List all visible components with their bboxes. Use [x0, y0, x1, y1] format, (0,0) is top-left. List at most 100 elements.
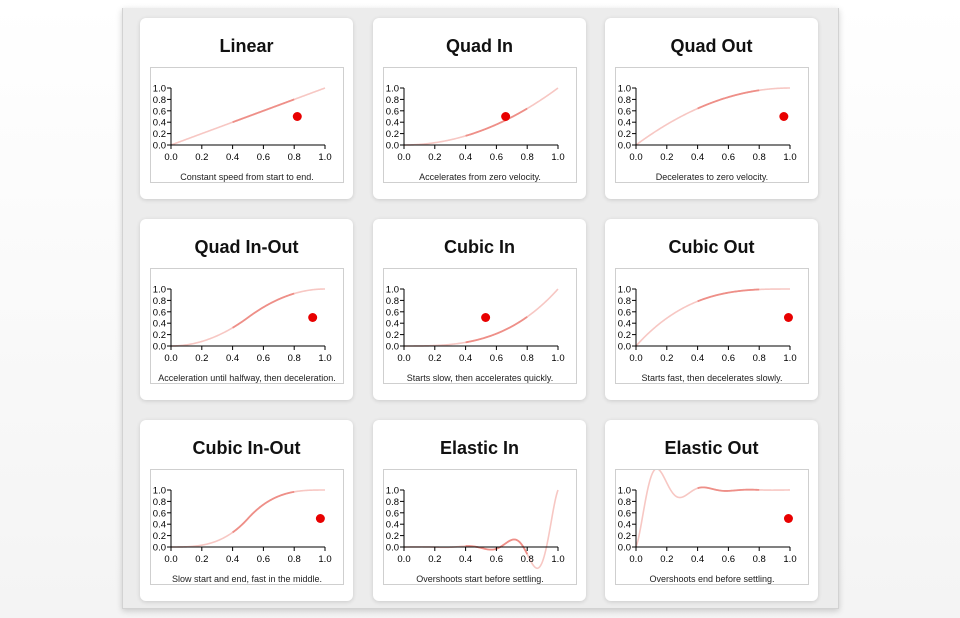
y-tick-label: 0.4: [618, 319, 631, 330]
easing-plot: 0.0 0.2 0.4 0.6 0.8 1.0 0.0 0.2 0.4 0.6 0.8 1.0 Sta…: [615, 268, 809, 384]
x-tick-label: 0.2: [660, 554, 673, 565]
x-tick-label: 0.0: [629, 353, 642, 364]
y-tick-label: 1.0: [153, 486, 166, 497]
x-tick-label: 0.6: [490, 554, 503, 565]
easing-card: Elastic Out 0.0 0.2 0.4 0.6 0.8 1.0 0.0 0.2 0.4 0…: [605, 420, 818, 601]
progress-dot: [481, 313, 491, 322]
easing-curve: [404, 288, 559, 347]
easing-chart: 0.0 0.2 0.4 0.6 0.8 1.00.00.20.40.60.81.0: [618, 470, 797, 565]
x-tick-label: 0.8: [753, 554, 766, 565]
x-tick-label: 0.6: [257, 554, 270, 565]
x-tick-label: 0.0: [397, 152, 410, 163]
easing-curve-highlight: [697, 89, 760, 110]
y-tick-label: 1.0: [386, 84, 399, 95]
easing-curve: [404, 87, 559, 146]
y-tick-label: 0.8: [618, 95, 631, 106]
y-tick-label: 0.4: [386, 520, 399, 531]
x-tick-label: 1.0: [783, 152, 796, 163]
easing-curve-highlight: [232, 98, 295, 124]
x-tick-label: 0.6: [722, 353, 735, 364]
y-tick-label: 0.8: [386, 95, 399, 106]
progress-dot: [308, 313, 318, 322]
y-tick-label: 1.0: [618, 84, 631, 95]
x-tick-label: 0.8: [521, 554, 534, 565]
card-title: Cubic In-Out: [192, 438, 301, 458]
y-tick-label: 1.0: [618, 486, 631, 497]
y-tick-label: 0.4: [386, 319, 399, 330]
x-tick-label: 0.4: [691, 554, 704, 565]
x-tick-label: 0.4: [459, 353, 472, 364]
y-tick-label: 0.2: [386, 129, 399, 140]
y-tick-label: 0.2: [153, 330, 166, 341]
easing-card: Cubic In-Out 0.0 0.2 0.4 0.6 0.8 1.0 0.0 0.2 0.4…: [140, 420, 353, 601]
x-tick-label: 0.4: [459, 554, 472, 565]
y-tick-label: 0.4: [618, 520, 631, 531]
x-tick-label: 1.0: [318, 554, 331, 565]
card-title: Cubic Out: [668, 237, 755, 257]
y-tick-label: 0.4: [153, 520, 166, 531]
x-tick-label: 0.0: [629, 554, 642, 565]
y-tick-label: 0.0: [618, 543, 631, 554]
x-tick-label: 0.6: [257, 152, 270, 163]
easing-plot: 0.0 0.2 0.4 0.6 0.8 1.0 0.0 0.2 0.4 0.6 0.8 1.0 Ove…: [383, 469, 577, 585]
progress-dot: [315, 514, 325, 523]
y-tick-label: 1.0: [386, 285, 399, 296]
easing-plot: 0.0 0.2 0.4 0.6 0.8 1.0 0.0 0.2 0.4 0.6 0.8 1.0 Slo…: [150, 469, 344, 585]
y-tick-label: 0.2: [153, 129, 166, 140]
y-tick-label: 0.6: [153, 307, 166, 318]
y-tick-label: 1.0: [386, 486, 399, 497]
x-tick-label: 0.2: [195, 554, 208, 565]
progress-dot: [779, 112, 789, 121]
y-tick-label: 0.8: [153, 296, 166, 307]
y-tick-label: 0.6: [386, 508, 399, 519]
x-tick-label: 0.2: [195, 353, 208, 364]
y-tick-label: 0.0: [386, 543, 399, 554]
x-tick-label: 0.6: [490, 353, 503, 364]
x-tick-label: 0.8: [288, 353, 301, 364]
card-description: Starts slow, then accelerates quickly.: [406, 373, 554, 383]
y-tick-label: 0.4: [386, 118, 399, 129]
y-tick-label: 0.0: [153, 141, 166, 152]
x-tick-label: 1.0: [783, 554, 796, 565]
easing-curve: [635, 288, 790, 347]
x-tick-label: 1.0: [783, 353, 796, 364]
x-tick-label: 1.0: [318, 152, 331, 163]
y-tick-label: 0.8: [153, 95, 166, 106]
y-tick-label: 0.0: [386, 342, 399, 353]
card-title: Quad In: [446, 36, 513, 56]
easing-chart: 0.0 0.2 0.4 0.6 0.8 1.00.00.20.40.60.81.0: [386, 285, 565, 365]
card-description: Accelerates from zero velocity.: [419, 172, 541, 182]
easing-plot: 0.0 0.2 0.4 0.6 0.8 1.0 0.0 0.2 0.4 0.6 0.8 1.0 Con…: [150, 67, 344, 183]
y-tick-label: 0.6: [618, 508, 631, 519]
easing-card: Cubic In 0.0 0.2 0.4 0.6 0.8 1.0 0.0 0.2 0.4 0.6 0…: [373, 219, 586, 400]
y-tick-label: 0.4: [618, 118, 631, 129]
progress-dot: [501, 112, 511, 121]
easing-card: Quad In 0.0 0.2 0.4 0.6 0.8 1.0 0.0 0.2 0.4 0.6 0.…: [373, 18, 586, 199]
easing-card: Quad Out 0.0 0.2 0.4 0.6 0.8 1.0 0.0 0.2 0.4 0.6 0…: [605, 18, 818, 199]
y-tick-label: 1.0: [618, 285, 631, 296]
x-tick-label: 0.8: [521, 152, 534, 163]
easing-chart: 0.0 0.2 0.4 0.6 0.8 1.00.00.20.40.60.81.0: [386, 84, 565, 164]
y-tick-label: 0.6: [618, 307, 631, 318]
x-tick-label: 0.2: [660, 353, 673, 364]
x-tick-label: 0.8: [288, 152, 301, 163]
easing-chart: 0.0 0.2 0.4 0.6 0.8 1.00.00.20.40.60.81.0: [153, 285, 332, 365]
easing-chart: 0.0 0.2 0.4 0.6 0.8 1.00.00.20.40.60.81.0: [386, 486, 565, 570]
card-title: Quad In-Out: [194, 237, 299, 257]
easing-curve-highlight: [697, 486, 760, 492]
y-tick-label: 0.2: [386, 531, 399, 542]
card-description: Slow start and end, fast in the middle.: [171, 574, 323, 584]
x-tick-label: 0.6: [722, 554, 735, 565]
card-title: Linear: [219, 36, 274, 56]
y-tick-label: 0.0: [618, 141, 631, 152]
card-title: Cubic In: [444, 237, 515, 257]
card-description: Overshoots start before settling.: [416, 574, 544, 584]
y-tick-label: 0.2: [618, 330, 631, 341]
x-tick-label: 0.4: [226, 353, 239, 364]
y-tick-label: 0.6: [386, 307, 399, 318]
y-tick-label: 0.6: [386, 106, 399, 117]
easing-card: Cubic Out 0.0 0.2 0.4 0.6 0.8 1.0 0.0 0.2 0.4 0.6…: [605, 219, 818, 400]
card-title: Quad Out: [670, 36, 753, 56]
y-tick-label: 0.0: [153, 543, 166, 554]
progress-dot: [783, 514, 793, 523]
